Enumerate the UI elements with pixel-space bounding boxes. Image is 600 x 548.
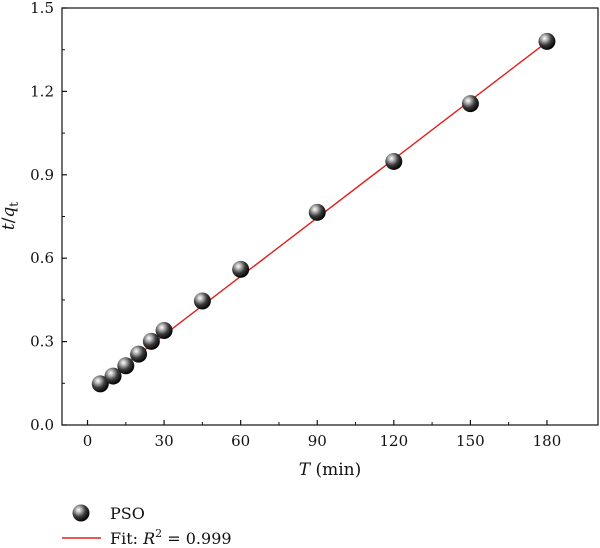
data-point	[461, 95, 479, 113]
legend-fit-suffix: = 0.999	[162, 529, 231, 548]
x-axis: 0 30 60 90 120 150 180	[83, 420, 562, 450]
data-point	[104, 367, 122, 385]
legend-fit-sup: 2	[155, 527, 162, 540]
x-tick-label: 90	[308, 432, 327, 450]
legend: PSO Fit: R2 = 0.999	[62, 504, 232, 548]
plot-frame	[61, 7, 599, 426]
y-tick-label: 0.0	[30, 416, 54, 434]
data-point	[117, 357, 135, 375]
data-point	[142, 332, 160, 350]
x-tick-label: 120	[379, 432, 408, 450]
y-tick-label: 0.3	[30, 333, 54, 351]
legend-fit-var: R	[142, 529, 155, 548]
legend-fit-prefix: Fit:	[110, 529, 143, 548]
y-tick-label: 0.6	[30, 249, 54, 267]
legend-label-pso: PSO	[110, 504, 145, 523]
y-axis-label: t/qt	[0, 202, 21, 230]
x-tick-label: 180	[533, 432, 562, 450]
data-points	[91, 32, 556, 393]
data-point	[308, 203, 326, 221]
data-point	[193, 292, 211, 310]
y-axis-label-var2: q	[0, 207, 19, 218]
y-axis-label-slash: /	[0, 217, 19, 223]
x-axis-label-var: T	[299, 460, 312, 480]
data-point	[385, 152, 403, 170]
x-tick-label: 30	[155, 432, 174, 450]
y-axis: 0.0 0.3 0.6 0.9 1.2 1.5	[30, 0, 67, 434]
data-point	[538, 32, 556, 50]
data-point	[91, 375, 109, 393]
x-axis-label-unit: (min)	[310, 460, 361, 480]
data-point	[155, 321, 173, 339]
x-tick-label: 60	[231, 432, 250, 450]
y-axis-label-var: t	[0, 223, 19, 230]
x-axis-label: T (min)	[299, 460, 362, 480]
x-tick-label: 0	[83, 432, 93, 450]
data-point	[130, 345, 148, 363]
y-axis-label-sub: t	[7, 202, 21, 207]
legend-label-fit: Fit: R2 = 0.999	[110, 527, 232, 548]
data-point	[232, 260, 250, 278]
y-tick-label: 1.5	[30, 0, 54, 17]
y-tick-label: 0.9	[30, 166, 54, 184]
x-tick-label: 150	[456, 432, 485, 450]
y-tick-label: 1.2	[30, 82, 54, 100]
legend-marker-pso	[72, 504, 90, 522]
